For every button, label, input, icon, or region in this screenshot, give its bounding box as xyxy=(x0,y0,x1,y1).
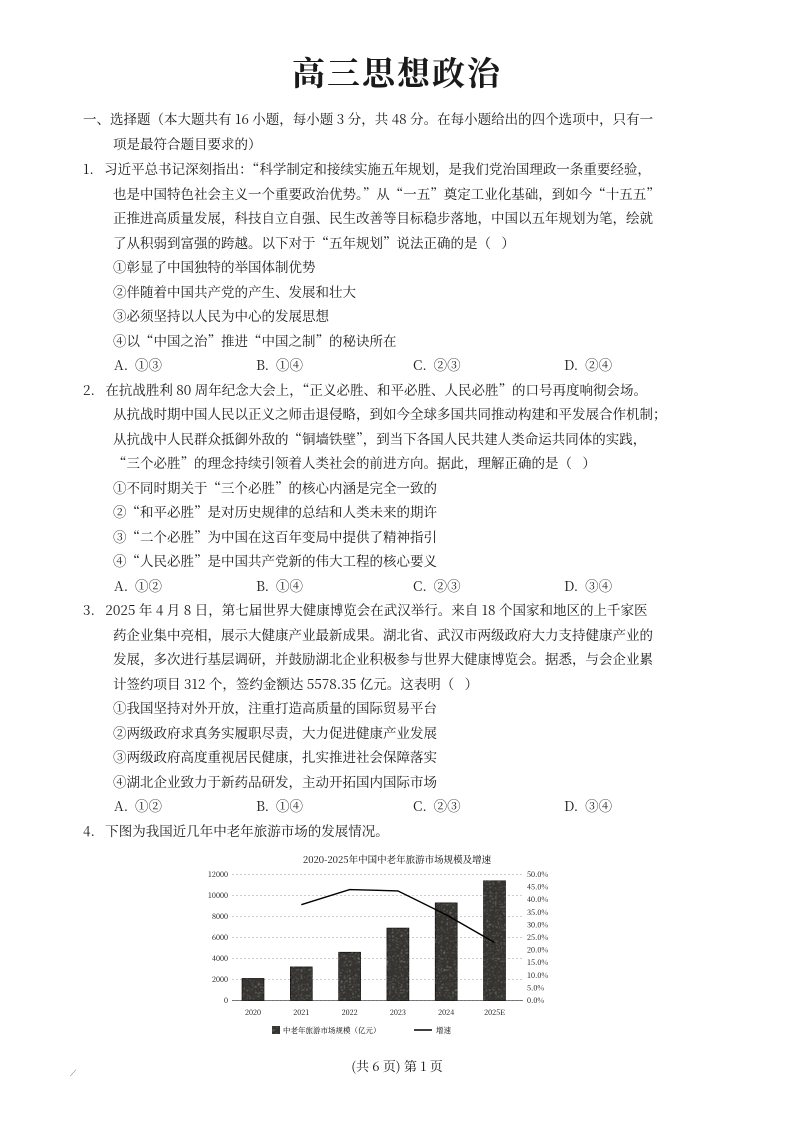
svg-text:2000: 2000 xyxy=(212,975,228,985)
svg-text:45.0%: 45.0% xyxy=(527,883,548,893)
svg-text:4000: 4000 xyxy=(212,954,228,964)
svg-text:20.0%: 20.0% xyxy=(527,946,548,956)
svg-text:2020: 2020 xyxy=(245,1008,261,1018)
svg-text:10.0%: 10.0% xyxy=(527,971,548,981)
svg-text:2022: 2022 xyxy=(342,1008,358,1018)
svg-text:35.0%: 35.0% xyxy=(527,908,548,918)
svg-text:增速: 增速 xyxy=(436,1025,451,1036)
svg-text:2024: 2024 xyxy=(438,1008,454,1018)
svg-text:12000: 12000 xyxy=(208,870,228,880)
svg-text:5.0%: 5.0% xyxy=(527,983,544,993)
svg-text:0: 0 xyxy=(224,996,228,1006)
svg-text:0.0%: 0.0% xyxy=(527,996,544,1006)
svg-text:2025E: 2025E xyxy=(484,1008,505,1018)
svg-text:50.0%: 50.0% xyxy=(527,870,548,880)
svg-text:15.0%: 15.0% xyxy=(527,958,548,968)
svg-text:2021: 2021 xyxy=(293,1008,309,1018)
svg-text:8000: 8000 xyxy=(212,912,228,922)
svg-text:25.0%: 25.0% xyxy=(527,933,548,943)
svg-text:40.0%: 40.0% xyxy=(527,895,548,905)
svg-text:10000: 10000 xyxy=(208,891,228,901)
svg-text:30.0%: 30.0% xyxy=(527,920,548,930)
svg-text:中老年旅游市场规模（亿元）: 中老年旅游市场规模（亿元） xyxy=(283,1025,381,1036)
svg-text:6000: 6000 xyxy=(212,933,228,943)
svg-text:2023: 2023 xyxy=(390,1008,406,1018)
svg-text:2020-2025年中国中老年旅游市场规模及增速: 2020-2025年中国中老年旅游市场规模及增速 xyxy=(303,852,492,866)
